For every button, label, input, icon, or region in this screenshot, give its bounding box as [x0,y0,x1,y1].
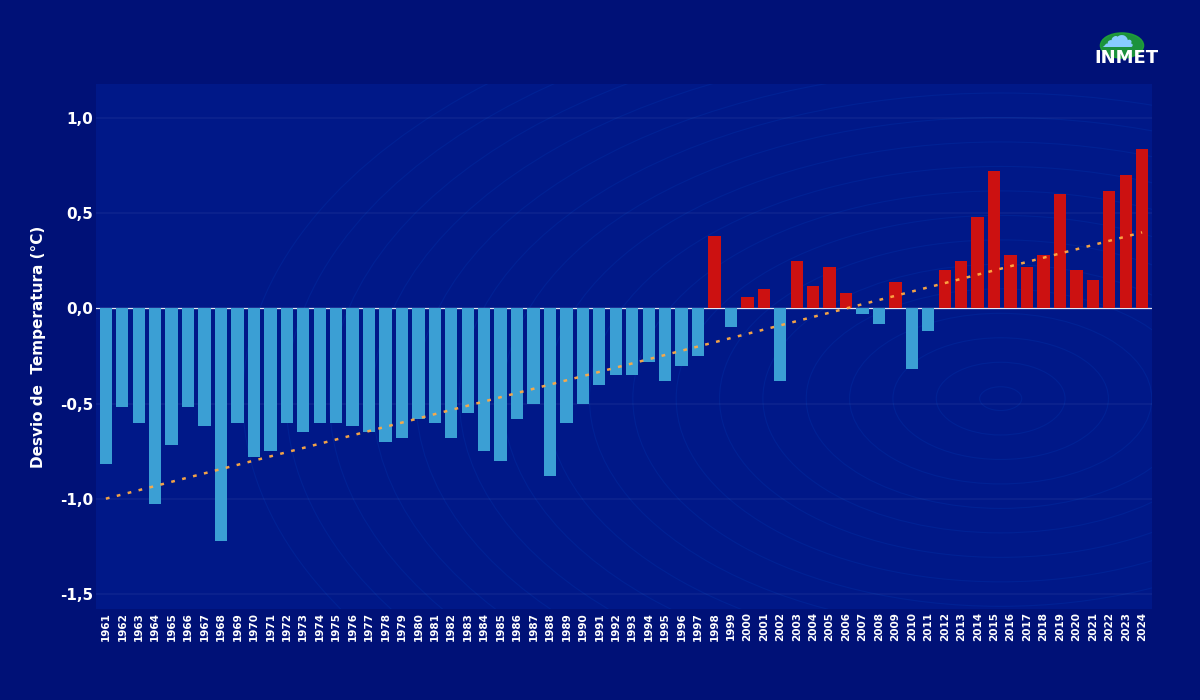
Bar [198,309,211,426]
Bar [511,309,523,419]
Bar [232,309,244,423]
Bar [1087,280,1099,309]
Bar [725,309,737,328]
Bar [1103,190,1116,309]
Bar [872,309,886,323]
Bar [840,293,852,309]
Bar [247,309,260,457]
Bar [281,309,293,423]
Bar [988,172,1001,309]
Bar [413,309,425,419]
Bar [642,309,655,362]
Bar [857,309,869,314]
Bar [215,309,227,540]
Bar [922,309,935,331]
Bar [692,309,704,356]
Bar [132,309,145,423]
Bar [972,217,984,309]
Text: INMET: INMET [1094,49,1158,67]
Bar [182,309,194,407]
Bar [1070,270,1082,309]
Circle shape [1100,33,1144,58]
Bar [462,309,474,413]
Bar [347,309,359,426]
Bar [708,236,721,309]
Bar [610,309,622,375]
Bar [100,309,112,464]
Bar [806,286,820,309]
Bar [1021,267,1033,309]
Bar [626,309,638,375]
Bar [593,309,606,384]
Bar [116,309,128,407]
Bar [742,297,754,309]
Bar [757,289,770,309]
Bar [1054,195,1066,309]
Bar [1004,256,1016,309]
Bar [1120,175,1132,309]
Bar [149,309,161,505]
Y-axis label: Desvio de  Temperatura (°C): Desvio de Temperatura (°C) [31,225,46,468]
Bar [544,309,556,476]
Bar [889,282,901,309]
Bar [379,309,391,442]
Bar [362,309,376,432]
Bar [494,309,506,461]
Bar [774,309,786,381]
Bar [478,309,491,451]
Bar [791,261,803,309]
Bar [445,309,457,438]
Bar [396,309,408,438]
Bar [676,309,688,365]
Bar [313,309,326,423]
Bar [166,309,178,445]
Bar [264,309,276,451]
Bar [938,270,950,309]
Bar [428,309,442,423]
Bar [906,309,918,370]
Text: ☁: ☁ [1100,21,1134,54]
Bar [823,267,835,309]
Bar [330,309,342,423]
Bar [955,261,967,309]
Bar [527,309,540,404]
Bar [560,309,572,423]
Bar [298,309,310,432]
Bar [577,309,589,404]
Bar [1136,148,1148,309]
Bar [1037,256,1050,309]
Bar [659,309,671,381]
